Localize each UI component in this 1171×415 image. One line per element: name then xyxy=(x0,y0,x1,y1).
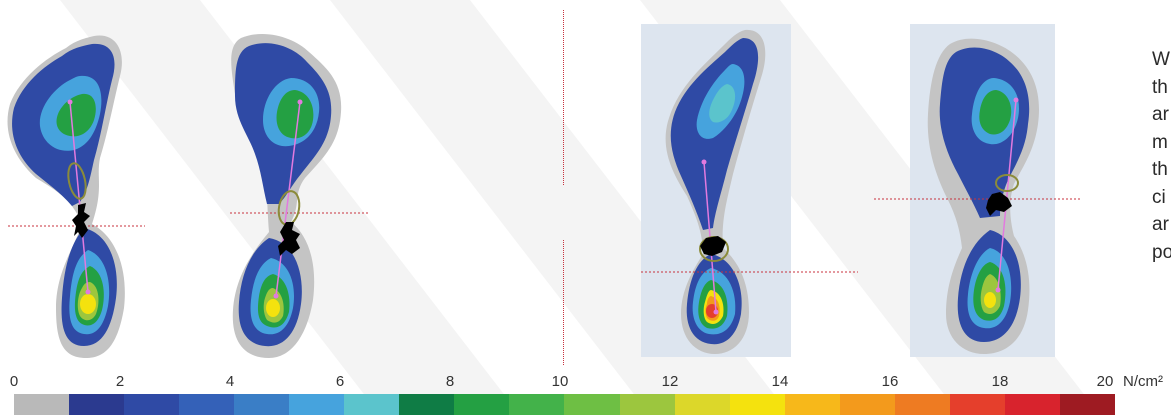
scale-color-swatch xyxy=(1059,394,1115,415)
footprint-1 xyxy=(7,35,125,359)
scale-color-swatch xyxy=(674,394,730,415)
scale-tick-label: 20 xyxy=(1096,373,1114,390)
side-text-line: po xyxy=(1152,241,1171,263)
ellipse-marker-4 xyxy=(995,174,1019,192)
ellipse-marker-1 xyxy=(67,162,87,200)
scale-color-swatch xyxy=(839,394,895,415)
scale-color-swatch xyxy=(509,394,565,415)
side-text-line: th xyxy=(1152,76,1168,98)
scale-tick-label: 2 xyxy=(115,373,125,390)
scale-tick-label: 14 xyxy=(771,373,789,390)
scale-color-swatch xyxy=(399,394,455,415)
scale-tick-label: 10 xyxy=(551,373,569,390)
scale-color-swatch xyxy=(564,394,620,415)
scale-color-swatch xyxy=(894,394,950,415)
divider-bottom xyxy=(563,240,564,365)
foot-axis-2 xyxy=(275,101,301,297)
foot-axis-1 xyxy=(69,101,89,293)
scale-tick-label: 4 xyxy=(225,373,235,390)
scale-tick-label: 0 xyxy=(9,373,19,390)
scale-color-swatch xyxy=(949,394,1005,415)
scale-tick-label: 12 xyxy=(661,373,679,390)
footprint-2 xyxy=(231,33,342,358)
scale-color-swatch xyxy=(344,394,400,415)
scale-color-swatch xyxy=(1004,394,1060,415)
scale-tick-label: 16 xyxy=(881,373,899,390)
center-blob-4 xyxy=(986,192,1012,216)
scale-color-bar xyxy=(14,394,1115,415)
side-text-line: ar xyxy=(1152,104,1169,125)
scale-color-swatch xyxy=(619,394,675,415)
scale-color-swatch xyxy=(234,394,290,415)
scale-color-swatch xyxy=(14,394,70,415)
pressure-scale: 0 2 4 6 8 10 12 14 16 18 20 N/cm² xyxy=(0,370,1171,415)
center-blob-2 xyxy=(278,222,300,256)
scale-color-swatch xyxy=(289,394,345,415)
side-text-line: ci xyxy=(1152,186,1166,208)
side-text-line: m xyxy=(1152,131,1168,153)
scale-color-swatch xyxy=(179,394,235,415)
center-blob-1 xyxy=(72,203,90,238)
divider-top xyxy=(563,10,564,185)
side-text-line: W xyxy=(1152,49,1170,70)
scale-color-swatch xyxy=(784,394,840,415)
scale-tick-label: 6 xyxy=(335,373,345,390)
footprint-3 xyxy=(665,29,766,354)
scale-color-swatch xyxy=(69,394,125,415)
scale-tick-label: 18 xyxy=(991,373,1009,390)
scale-color-swatch xyxy=(729,394,785,415)
scale-tick-label: 8 xyxy=(445,373,455,390)
side-text: W th ar m th ci ar po xyxy=(1152,46,1171,266)
scale-unit-label: N/cm² xyxy=(1123,373,1163,390)
scale-color-swatch xyxy=(124,394,180,415)
scale-color-swatch xyxy=(454,394,510,415)
foot-axis-4 xyxy=(997,99,1017,291)
side-text-line: ar xyxy=(1152,214,1169,235)
center-blob-3 xyxy=(700,236,726,256)
side-text-line: th xyxy=(1152,159,1168,180)
